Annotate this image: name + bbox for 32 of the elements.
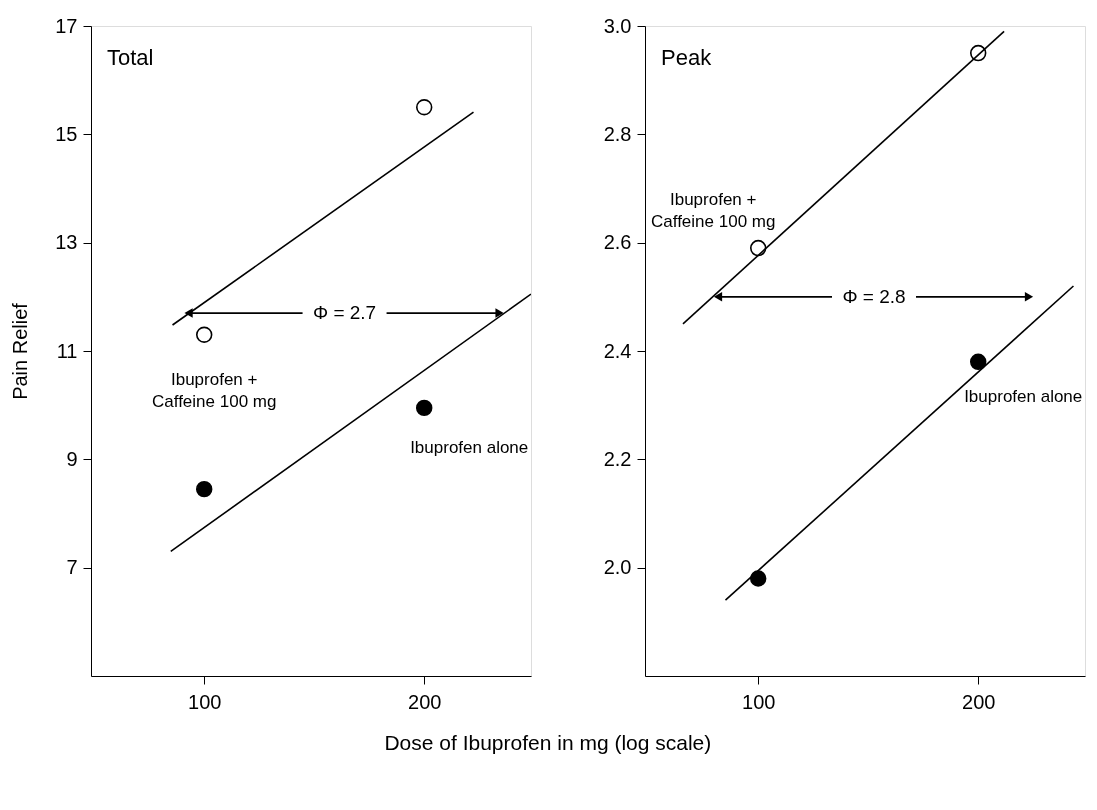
point xyxy=(749,570,767,587)
y-tick-label: 2.8 xyxy=(603,122,632,145)
point xyxy=(195,326,213,343)
x-axis-title: Dose of Ibuprofen in mg (log scale) xyxy=(384,730,712,754)
text: Ibuprofen + Caffeine 100 mg xyxy=(151,369,277,411)
series-label: Ibuprofen + Caffeine 100 mg xyxy=(650,190,776,232)
y-tick-label: 7 xyxy=(66,556,78,579)
y-tick-label: 9 xyxy=(66,447,78,470)
x-tick-label: 200 xyxy=(408,690,442,713)
x-tick-label: 100 xyxy=(188,690,222,713)
y-tick-label: 11 xyxy=(56,339,78,362)
y-axis-title: Pain Relief xyxy=(9,302,32,400)
y-tick-label: 15 xyxy=(55,122,78,145)
annotation: Φ = 2.8 xyxy=(842,285,906,307)
series-label: Ibuprofen alone xyxy=(410,437,529,457)
y-tick-label: 2.4 xyxy=(603,339,632,362)
annotation: Φ = 2.7 xyxy=(312,302,377,324)
y-tick-label: 2.0 xyxy=(603,556,632,579)
y-tick-label: 17 xyxy=(55,14,78,37)
series-label: Ibuprofen alone xyxy=(964,386,1083,406)
text: Total xyxy=(107,45,154,70)
point xyxy=(415,99,433,116)
y-tick-label: 2.2 xyxy=(603,447,632,470)
text: Peak xyxy=(661,45,713,70)
x-tick-label: 100 xyxy=(742,690,776,713)
point xyxy=(195,480,213,498)
point xyxy=(969,353,987,371)
y-tick-label: 2.6 xyxy=(603,231,632,254)
point xyxy=(415,399,433,417)
y-tick-label: 13 xyxy=(55,231,78,254)
y-tick-label: 3.0 xyxy=(603,14,632,37)
x-tick-label: 200 xyxy=(962,690,996,713)
